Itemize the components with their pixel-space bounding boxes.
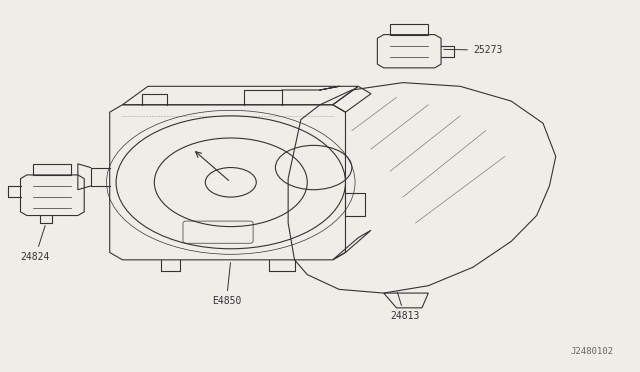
- Text: 24824: 24824: [20, 225, 50, 262]
- Text: E4850: E4850: [212, 263, 241, 306]
- Text: 24813: 24813: [390, 292, 419, 321]
- Text: 25273: 25273: [444, 45, 502, 55]
- Text: J2480102: J2480102: [570, 347, 613, 356]
